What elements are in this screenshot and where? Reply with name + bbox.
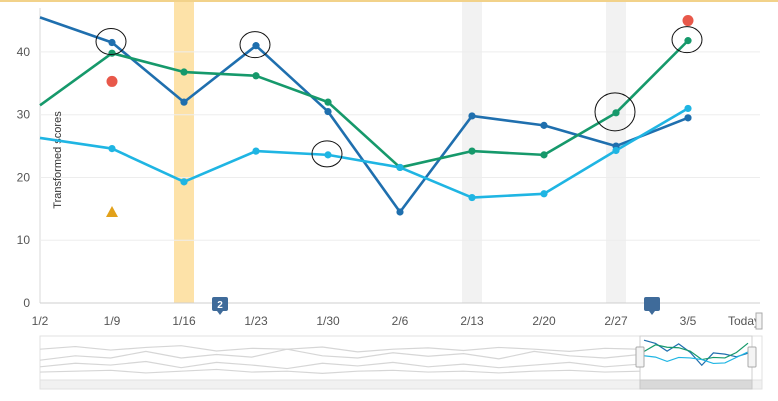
series-line-2: [39, 107, 689, 199]
y-tick-20: 20: [17, 170, 31, 184]
navigator-series-line-2: [643, 351, 749, 365]
event-marker-circle-2[interactable]: [682, 15, 694, 27]
range-navigator[interactable]: [39, 312, 763, 390]
navigator-history-line-0: [39, 348, 641, 361]
y-axis-label: Transformed scores: [52, 111, 64, 209]
x-tick-labels: 1/2 1/9 1/16 1/23 1/30 2/6 2/13 2/20 2/27 3/5 Toda…: [32, 314, 760, 328]
data-point-s1-1-16: [180, 68, 188, 76]
data-point-s1-3-5: [684, 37, 692, 45]
data-point-s2-1-16: [180, 178, 188, 186]
y-tick-10: 10: [17, 233, 31, 247]
navigator-series-line-1: [643, 342, 749, 361]
data-point-s2-1-30: [324, 151, 332, 159]
data-point-s1-2-20: [540, 151, 548, 159]
data-point-s1-1-9: [108, 49, 116, 57]
flag-marker-0[interactable]: 2: [212, 297, 228, 315]
grid-lines: [39, 8, 760, 304]
highlight-circle-3-5: [671, 26, 703, 54]
x-tick-2-6: 2/6: [392, 314, 409, 328]
data-point-s0-1-23: [252, 42, 260, 50]
data-point-s1-1-30: [324, 98, 332, 106]
highlight-circle-2-27: [594, 92, 636, 132]
navigator-history-line-2: [39, 345, 641, 353]
highlight-circles: [95, 26, 703, 168]
flag-body: [212, 297, 228, 311]
highlight-bands: [174, 2, 626, 303]
data-point-s1-1-23: [252, 72, 260, 80]
data-point-s0-2-20: [540, 121, 548, 129]
flag-markers: 2: [212, 297, 660, 315]
flag-pointer: [649, 311, 655, 315]
data-point-s0-1-16: [180, 98, 188, 106]
series-line-1: [39, 39, 689, 169]
y-tick-40: 40: [17, 45, 31, 59]
data-point-s1-2-13: [468, 147, 476, 155]
x-tick-2-13: 2/13: [460, 314, 484, 328]
y-tick-labels: 0 10 20 30 40: [17, 45, 31, 310]
y-tick-30: 30: [17, 108, 31, 122]
flag-body: [644, 297, 660, 311]
series-points: [108, 37, 692, 216]
data-point-s2-2-13: [468, 193, 476, 202]
data-point-s2-1-9: [108, 144, 116, 153]
highlight-circle-1-30: [311, 140, 343, 168]
flag-label: 2: [217, 300, 223, 311]
navigator-handle-right[interactable]: [747, 346, 757, 368]
data-point-s0-3-5: [684, 114, 692, 122]
navigator-handle-top-right[interactable]: [755, 312, 763, 330]
x-tick-1-16: 1/16: [172, 314, 196, 328]
flag-pointer: [217, 311, 223, 315]
x-tick-2-27: 2/27: [604, 314, 628, 328]
navigator-handle-left[interactable]: [635, 346, 645, 368]
x-tick-2-20: 2/20: [532, 314, 556, 328]
data-point-s0-2-13: [468, 112, 476, 120]
data-point-s2-2-20: [540, 190, 548, 198]
data-point-s2-1-23: [252, 147, 260, 155]
event-marker-triangle-1[interactable]: [106, 205, 118, 217]
x-tick-1-23: 1/23: [244, 314, 268, 328]
event-markers: [106, 15, 694, 217]
x-tick-3-5: 3/5: [680, 314, 697, 328]
highlight-band-1-16: [174, 2, 194, 303]
data-point-s2-2-6: [396, 163, 404, 172]
navigator-scroll-thumb[interactable]: [639, 379, 753, 390]
data-point-s2-2-27: [612, 146, 620, 155]
navigator-history-line-1: [39, 360, 641, 370]
x-tick-1-9: 1/9: [104, 314, 121, 328]
highlight-circle-1-9: [95, 28, 127, 56]
data-point-s0-1-30: [324, 107, 332, 116]
navigator-scrollbar[interactable]: [39, 379, 763, 390]
data-point-s2-3-5: [684, 104, 692, 113]
data-point-s0-1-9: [108, 38, 116, 47]
navigator-history-line-3: [39, 368, 641, 375]
x-tick-1-2: 1/2: [32, 314, 49, 328]
highlight-circle-1-23: [239, 31, 271, 59]
x-tick-1-30: 1/30: [316, 314, 340, 328]
flag-marker-1[interactable]: [644, 297, 660, 315]
series-lines: [39, 16, 689, 214]
x-tick-today: Today: [728, 314, 760, 328]
event-marker-circle-0[interactable]: [106, 75, 118, 87]
data-point-s1-2-27: [612, 109, 620, 117]
y-tick-0: 0: [23, 296, 30, 310]
data-point-s0-2-6: [396, 208, 404, 216]
